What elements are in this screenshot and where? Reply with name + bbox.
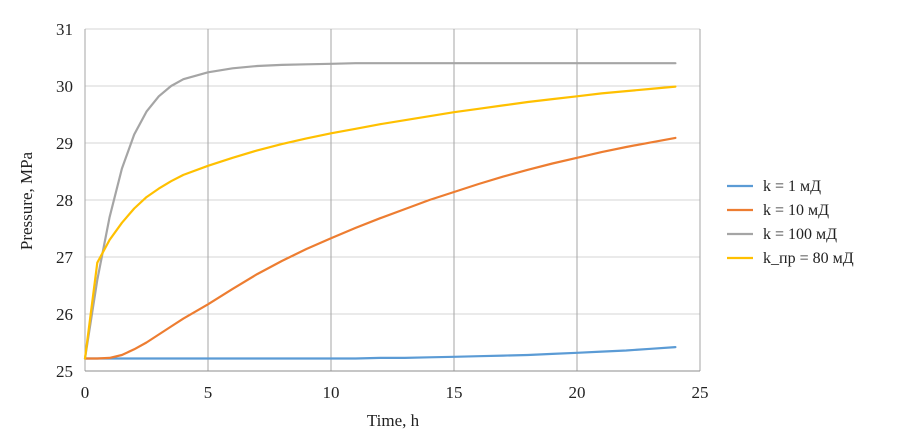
y-tick-label: 26 [56, 305, 73, 324]
legend: k = 1 мД k = 10 мД k = 100 мД k_пр = 80 мД [727, 178, 854, 267]
x-axis-label: Time, h [367, 411, 420, 430]
y-tick-label: 29 [56, 134, 73, 153]
legend-label-3: k = 100 мД [763, 226, 837, 243]
series-lines [83, 62, 677, 360]
legend-label-4: k_пр = 80 мД [763, 250, 854, 267]
x-tick-label: 20 [569, 383, 586, 402]
x-tick-label: 15 [446, 383, 463, 402]
legend-label-2: k = 10 мД [763, 202, 829, 219]
y-tick-label: 27 [56, 248, 74, 267]
series-line-3 [83, 62, 677, 360]
x-tick-label: 5 [204, 383, 213, 402]
y-tick-label: 31 [56, 20, 73, 39]
y-axis-label: Pressure, MPa [17, 151, 36, 250]
x-tick-label: 25 [692, 383, 709, 402]
y-tick-label: 28 [56, 191, 73, 210]
y-tick-label: 30 [56, 77, 73, 96]
series-line-2 [83, 136, 677, 360]
x-tick-label: 0 [81, 383, 90, 402]
x-tick-labels: 0 5 10 15 20 25 [81, 383, 709, 402]
legend-label-1: k = 1 мД [763, 178, 821, 195]
x-tick-label: 10 [323, 383, 340, 402]
series-line-4 [83, 85, 677, 360]
series-line-1 [83, 346, 677, 360]
y-tick-label: 25 [56, 362, 73, 381]
y-tick-labels: 25 26 27 28 29 30 31 [56, 20, 74, 381]
grid [84, 28, 701, 372]
